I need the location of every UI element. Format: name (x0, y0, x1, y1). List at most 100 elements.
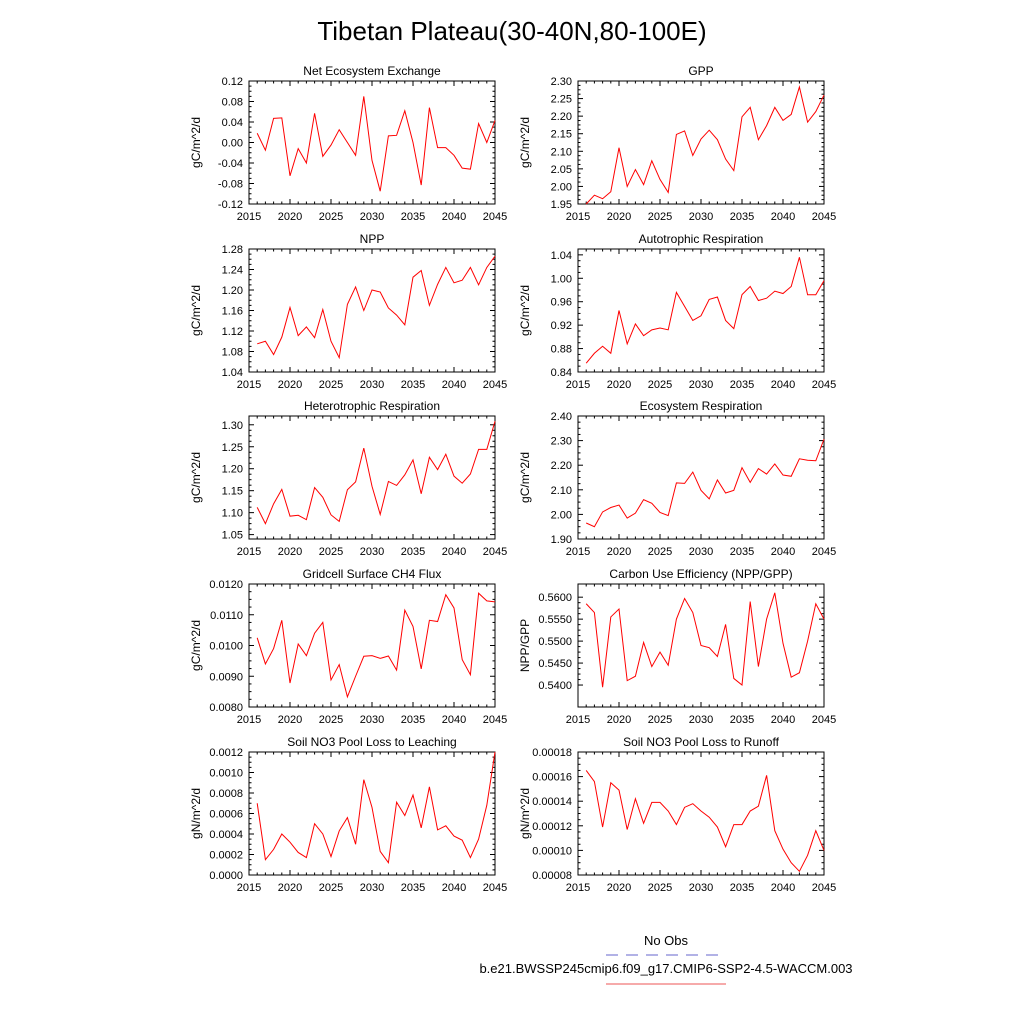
y-tick-label: 0.5400 (538, 680, 572, 692)
y-tick-label: 0.0002 (209, 850, 243, 862)
y-tick-label: 1.24 (222, 265, 243, 277)
series-line (585, 438, 825, 528)
y-tick-label: 0.5600 (538, 592, 572, 604)
y-tick-label: 0.5450 (538, 658, 572, 670)
x-tick-label: 2015 (566, 714, 590, 726)
y-axis-label: gC/m^2/d (189, 117, 203, 168)
x-tick-label: 2040 (771, 882, 795, 894)
series-line (256, 751, 496, 865)
x-tick-label: 2020 (278, 211, 302, 223)
x-tick-label: 2035 (730, 546, 754, 558)
chart-title: Gridcell Surface CH4 Flux (303, 567, 442, 581)
y-axis-label: gN/m^2/d (189, 788, 203, 839)
x-tick-label: 2040 (771, 211, 795, 223)
x-tick-label: 2035 (730, 211, 754, 223)
plot-frame (577, 415, 825, 540)
series-line (257, 255, 496, 360)
y-tick-label: 1.15 (222, 486, 243, 498)
x-tick-label: 2040 (442, 546, 466, 558)
y-tick-label: 2.20 (551, 460, 572, 472)
y-tick-label: 0.00016 (532, 772, 572, 784)
x-tick-label: 2025 (319, 882, 343, 894)
legend-label-no-obs: No Obs (644, 933, 689, 948)
x-tick-label: 2020 (607, 882, 631, 894)
chart-panels: Net Ecosystem Exchange gC/m^2/d 2015 2020 20… (189, 64, 836, 894)
y-tick-label: 0.0110 (210, 610, 243, 622)
y-tick-label: 1.10 (222, 508, 243, 520)
y-tick-label: -0.12 (218, 199, 243, 211)
x-tick-label: 2020 (607, 714, 631, 726)
y-tick-label: 0.0008 (209, 788, 243, 800)
x-tick-label: 2030 (689, 546, 713, 558)
x-tick-label: 2025 (648, 882, 672, 894)
y-tick-label: 0.00010 (532, 845, 572, 857)
series-line (256, 592, 496, 699)
y-tick-label: 1.12 (222, 326, 243, 338)
chart-title: Soil NO3 Pool Loss to Runoff (623, 735, 780, 749)
plot-frame (577, 80, 825, 205)
chart-title: NPP (360, 232, 385, 246)
y-tick-label: 2.20 (551, 111, 572, 123)
x-tick-label: 2035 (401, 882, 425, 894)
chart-title: Heterotrophic Respiration (304, 399, 440, 413)
x-tick-label: 2045 (483, 546, 507, 558)
y-tick-label: 0.00012 (532, 821, 572, 833)
x-tick-label: 2020 (278, 714, 302, 726)
x-tick-label: 2040 (771, 379, 795, 391)
chart-panel-1: Net Ecosystem Exchange gC/m^2/d 2015 2020 20… (189, 64, 507, 223)
x-tick-label: 2045 (812, 714, 836, 726)
chart-panel-3: NPP gC/m^2/d 2015 2020 2025 2030 2035 2040 2045 1… (189, 232, 507, 391)
y-tick-label: 0.5500 (538, 636, 572, 648)
y-axis-label: NPP/GPP (518, 619, 532, 672)
y-tick-label: 1.25 (222, 442, 243, 454)
x-tick-label: 2040 (771, 546, 795, 558)
y-tick-label: 1.90 (551, 534, 572, 546)
y-tick-label: 1.08 (222, 347, 243, 359)
x-tick-label: 2015 (237, 379, 261, 391)
plot-frame (248, 583, 496, 708)
x-tick-label: 2025 (319, 211, 343, 223)
y-tick-label: 0.0004 (209, 829, 243, 841)
y-tick-label: 2.00 (551, 181, 572, 193)
y-axis-label: gC/m^2/d (518, 285, 532, 336)
x-tick-label: 2030 (360, 546, 384, 558)
y-tick-label: 0.00014 (532, 796, 572, 808)
chart-title: GPP (688, 64, 713, 78)
x-tick-label: 2015 (237, 211, 261, 223)
y-tick-label: 1.28 (222, 244, 243, 256)
x-tick-label: 2030 (360, 714, 384, 726)
figure-title: Tibetan Plateau(30-40N,80-100E) (317, 16, 706, 46)
plot-frame (248, 415, 496, 540)
y-tick-label: 1.95 (551, 199, 572, 211)
x-tick-label: 2040 (771, 714, 795, 726)
plot-frame (248, 80, 496, 205)
y-tick-label: 1.00 (551, 273, 572, 285)
y-tick-label: -0.08 (218, 179, 243, 191)
y-axis-label: gC/m^2/d (189, 285, 203, 336)
x-tick-label: 2035 (730, 714, 754, 726)
x-tick-label: 2025 (319, 379, 343, 391)
x-tick-label: 2045 (483, 379, 507, 391)
x-tick-label: 2030 (360, 211, 384, 223)
y-tick-label: 0.04 (222, 117, 243, 129)
y-axis-label: gC/m^2/d (189, 452, 203, 503)
chart-title: Carbon Use Efficiency (NPP/GPP) (609, 567, 792, 581)
x-tick-label: 2040 (442, 379, 466, 391)
x-tick-label: 2045 (483, 211, 507, 223)
chart-title: Soil NO3 Pool Loss to Leaching (287, 735, 456, 749)
plot-frame (248, 751, 496, 876)
x-tick-label: 2045 (812, 882, 836, 894)
y-tick-label: 0.0000 (209, 870, 243, 882)
x-tick-label: 2025 (319, 546, 343, 558)
y-tick-label: 1.05 (222, 530, 243, 542)
plot-frame (248, 248, 496, 373)
x-tick-label: 2020 (607, 211, 631, 223)
y-tick-label: 1.16 (222, 306, 243, 318)
y-axis-label: gC/m^2/d (518, 117, 532, 168)
y-tick-label: 0.00 (222, 138, 243, 150)
chart-title: Ecosystem Respiration (640, 399, 763, 413)
y-tick-label: 0.0012 (209, 747, 243, 759)
x-tick-label: 2035 (401, 714, 425, 726)
y-tick-label: 1.04 (551, 250, 572, 262)
